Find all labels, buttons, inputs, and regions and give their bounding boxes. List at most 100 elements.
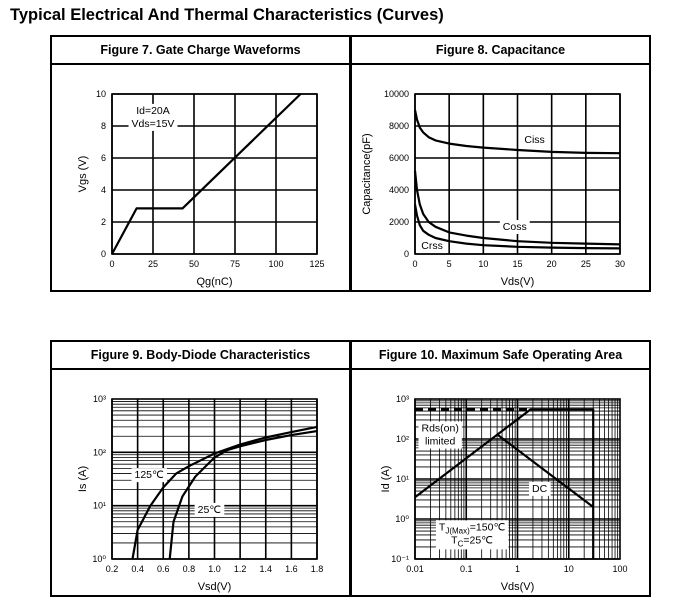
series-line-ciss <box>413 109 621 155</box>
annotation-line: TC=25℃ <box>451 534 493 548</box>
annotation-background <box>194 502 225 517</box>
x-tick-label: 25 <box>581 259 591 269</box>
y-tick-label: 10 <box>96 89 106 99</box>
annotation-line: Rds(on) <box>422 423 459 435</box>
annotation-segment: Rds(on) <box>422 423 459 435</box>
annotation-segment: Vds=15V <box>132 118 175 130</box>
annotation-text: DC <box>532 483 548 495</box>
chart-annotation: DC <box>529 481 551 496</box>
annotation-text: Ciss <box>524 134 544 146</box>
annotation-background <box>418 239 446 254</box>
x-tick-label: 0.6 <box>157 564 170 574</box>
x-tick-label: 10 <box>564 564 574 574</box>
x-tick-label: 25 <box>148 259 158 269</box>
x-tick-label: 1.8 <box>311 564 324 574</box>
annotation-line: DC <box>532 483 548 495</box>
annotation-segment: C <box>458 539 464 548</box>
annotation-background <box>131 468 168 483</box>
chart-annotation: 125℃ <box>131 468 168 483</box>
chart-annotation: Id=20A Vds=15V <box>128 103 178 131</box>
chart-annotation: Rds(on) limited <box>418 421 462 449</box>
x-tick-label: 1.0 <box>208 564 221 574</box>
x-tick-label: 100 <box>612 564 627 574</box>
annotation-segment: DC <box>532 483 548 495</box>
annotation-segment: limited <box>425 436 456 448</box>
y-tick-label: 2000 <box>389 217 409 227</box>
y-tick-label: 4000 <box>389 185 409 195</box>
y-tick-label: 4 <box>101 185 106 195</box>
y-tick-label: 10³ <box>396 394 409 404</box>
annotation-segment: 25℃ <box>198 504 222 516</box>
annotation-line: Id=20A <box>136 105 170 117</box>
annotation-segment: =150℃ <box>470 521 506 533</box>
y-axis-label: Vgs (V) <box>77 156 89 193</box>
annotation-segment: Crss <box>421 240 443 252</box>
y-tick-label: 8 <box>101 121 106 131</box>
annotation-segment: Coss <box>503 221 527 233</box>
x-tick-label: 1.4 <box>259 564 272 574</box>
y-tick-label: 8000 <box>389 121 409 131</box>
page-title: Typical Electrical And Thermal Character… <box>10 6 444 24</box>
annotation-line: Crss <box>421 240 443 252</box>
annotation-background <box>418 421 462 449</box>
annotation-segment: =25℃ <box>463 534 493 546</box>
series-line-125- <box>131 425 318 560</box>
plot-frame <box>414 398 621 560</box>
series-line-vgs <box>111 93 302 255</box>
x-tick-label: 100 <box>268 259 283 269</box>
x-tick-label: 0.2 <box>106 564 119 574</box>
x-tick-label: 0.4 <box>131 564 144 574</box>
annotation-segment: Id=20A <box>136 105 170 117</box>
annotation-line: 125℃ <box>135 469 165 481</box>
x-axis-label: Vds(V) <box>501 581 535 593</box>
plot-frame <box>111 398 318 560</box>
y-axis-label: Capacitance(pF) <box>361 133 373 214</box>
chart-annotation: Coss <box>499 220 530 234</box>
x-tick-label: 0 <box>412 259 417 269</box>
annotation-line: 25℃ <box>198 504 222 516</box>
series-line-25- <box>168 430 318 560</box>
figure-title: Figure 7. Gate Charge Waveforms <box>52 37 349 65</box>
y-tick-label: 10³ <box>93 394 106 404</box>
figure-9-chart: 0.2 0.4 0.6 0.8 1.0 1.2 1.4 1.6 1.8 10⁰ 10¹ 10² 10³ V… <box>77 394 324 593</box>
series-line-dc <box>496 433 594 508</box>
chart-annotation: Crss <box>418 239 446 254</box>
annotation-background <box>529 481 551 496</box>
y-tick-label: 10⁻¹ <box>391 554 409 564</box>
annotation-text: TJ(Max)=150℃ TC=25℃ <box>439 521 506 548</box>
x-tick-label: 0.8 <box>183 564 196 574</box>
y-tick-label: 2 <box>101 217 106 227</box>
x-tick-label: 0.1 <box>460 564 473 574</box>
x-tick-label: 1 <box>515 564 520 574</box>
chart-annotation: TJ(Max)=150℃ TC=25℃ <box>435 520 509 550</box>
x-tick-label: 15 <box>512 259 522 269</box>
figure-8-chart: 0 5 10 15 20 25 30 0 2000 4000 6000 8000 10000 Vds(V)… <box>361 89 625 288</box>
annotation-text: Rds(on) limited <box>422 423 459 448</box>
annotation-line: limited <box>425 436 456 448</box>
x-tick-label: 1.6 <box>285 564 298 574</box>
x-tick-label: 0 <box>109 259 114 269</box>
figure-8-panel: Figure 8. Capacitance 0 5 10 15 20 25 30 0 2000 4… <box>350 35 651 292</box>
figure-10-panel: Figure 10. Maximum Safe Operating Area 0… <box>350 340 651 597</box>
annotation-text: 25℃ <box>198 504 222 516</box>
y-tick-label: 10⁰ <box>92 554 106 564</box>
x-tick-label: 0.01 <box>406 564 424 574</box>
annotation-text: Coss <box>503 221 527 233</box>
x-tick-label: 125 <box>309 259 324 269</box>
x-axis-label: Qg(nC) <box>196 276 232 288</box>
annotation-segment: T <box>451 534 458 546</box>
figure-7-chart: 0 25 50 75 100 125 0 2 4 6 8 10 Qg(nC) Vgs (V) Id=20A V… <box>77 89 325 288</box>
annotation-background <box>128 103 178 131</box>
x-tick-label: 1.2 <box>234 564 247 574</box>
annotation-line: Coss <box>503 221 527 233</box>
annotation-background <box>499 220 530 234</box>
x-tick-label: 50 <box>189 259 199 269</box>
y-axis-label: Is (A) <box>77 466 89 492</box>
annotation-text: 125℃ <box>135 469 165 481</box>
annotation-segment: T <box>439 521 446 533</box>
y-tick-label: 0 <box>101 249 106 259</box>
y-tick-label: 6 <box>101 153 106 163</box>
annotation-line: TJ(Max)=150℃ <box>439 521 506 535</box>
annotation-text: Id=20A Vds=15V <box>132 105 175 130</box>
chart-annotation: Ciss <box>521 132 548 147</box>
